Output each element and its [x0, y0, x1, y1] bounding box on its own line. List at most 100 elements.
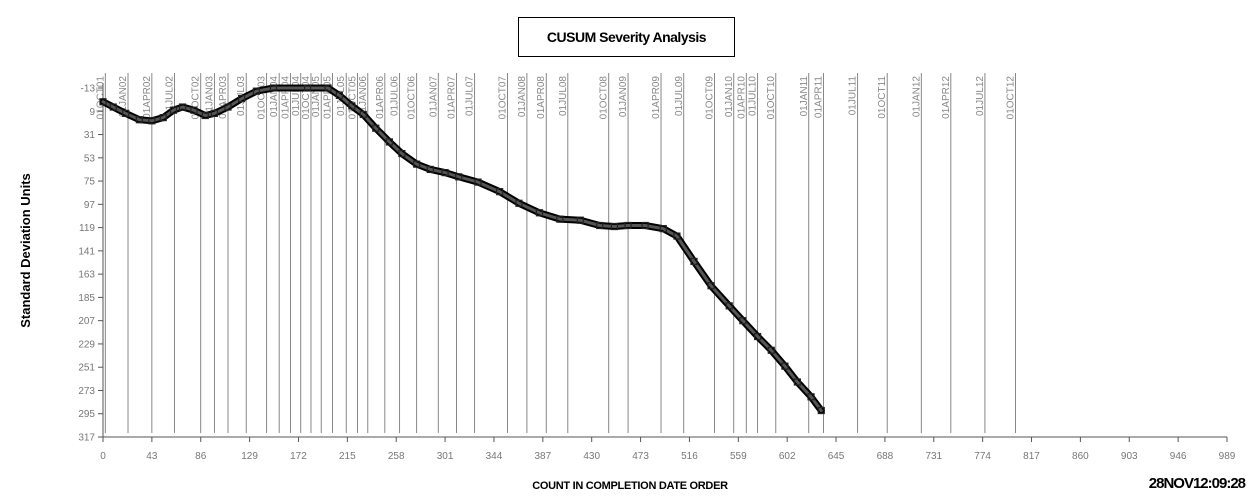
data-point	[576, 216, 584, 224]
x-tick-label: 43	[146, 451, 158, 462]
x-tick-label: 129	[241, 451, 258, 462]
x-tick-label: 344	[486, 451, 503, 462]
data-point	[641, 221, 649, 230]
reference-line-label: 01APR02	[142, 76, 153, 119]
x-tick-label: 301	[437, 451, 454, 462]
y-tick-label: 207	[78, 316, 95, 327]
reference-line-label: 01JUL02	[165, 76, 176, 116]
reference-line-label: 01JAN06	[358, 76, 369, 118]
reference-line-label: 01APR06	[375, 76, 386, 119]
data-point	[515, 199, 523, 207]
reference-line-label: 01JUL04	[291, 76, 302, 116]
data-point	[413, 160, 421, 168]
reference-line-label: 01OCT07	[498, 76, 509, 120]
data-point	[793, 378, 802, 386]
reference-line-label: 01OCT02	[191, 76, 202, 120]
y-tick-label: 53	[84, 153, 96, 164]
data-point	[335, 91, 343, 100]
reference-line-label: 01JAN11	[799, 76, 810, 117]
data-point	[673, 232, 681, 240]
y-tick-label: 163	[78, 270, 95, 281]
data-point	[359, 110, 367, 119]
data-point	[725, 302, 733, 310]
x-tick-label: 559	[730, 451, 747, 462]
data-point	[624, 221, 632, 230]
y-tick-label: 317	[78, 433, 95, 444]
reference-line-label: 01JAN03	[204, 76, 215, 118]
data-point	[707, 282, 715, 290]
reference-line-label: 01JAN09	[618, 76, 629, 118]
data-point	[159, 114, 167, 122]
data-point	[455, 173, 463, 181]
x-tick-label: 258	[388, 451, 405, 462]
reference-line-label: 01JAN04	[269, 76, 280, 118]
axes: -13 9 31 53 75 97 119 141 163 185 207 229 251 273 295 3…	[78, 83, 1236, 462]
x-tick-label: 473	[632, 451, 649, 462]
reference-line-label: 01JAN07	[428, 76, 439, 118]
reference-line-label: 01APR11	[814, 76, 825, 119]
reference-line-label: 01APR10	[736, 76, 747, 119]
reference-line-label: 01JAN08	[517, 76, 528, 118]
reference-line-label: 01OCT04	[301, 76, 312, 120]
data-series	[99, 84, 825, 415]
timestamp: 28NOV12:09:28	[1148, 475, 1246, 492]
reference-line-label: 01OCT08	[599, 76, 610, 120]
reference-line-label: 01OCT10	[766, 76, 777, 120]
x-tick-label: 688	[877, 451, 894, 462]
data-point	[385, 138, 393, 146]
chart-title: CUSUM Severity Analysis	[518, 17, 735, 57]
y-tick-label: 185	[78, 293, 95, 304]
y-tick-label: 97	[84, 200, 96, 211]
y-tick-label: 9	[89, 107, 95, 118]
data-point	[303, 84, 312, 92]
reference-line-label: 01APR08	[536, 76, 547, 119]
y-tick-label: 141	[78, 246, 95, 257]
y-tick-label: 119	[79, 223, 95, 234]
data-point	[496, 188, 504, 196]
x-tick-label: 430	[583, 451, 600, 462]
reference-line-label: 01OCT09	[704, 76, 715, 120]
data-point	[148, 117, 156, 125]
data-point	[596, 221, 604, 230]
series-line	[101, 86, 823, 413]
x-tick-label: 0	[100, 451, 106, 462]
reference-line-label: 01JAN10	[724, 76, 735, 118]
reference-line-label: 01OCT11	[877, 76, 888, 119]
x-tick-label: 860	[1072, 451, 1089, 462]
reference-line-label: 01OCT12	[1006, 76, 1017, 120]
data-point	[109, 103, 117, 111]
reference-line-label: 01APR03	[218, 76, 229, 119]
x-tick-label: 602	[779, 451, 796, 462]
data-point	[441, 169, 449, 177]
data-point	[252, 87, 261, 95]
series-line-outline	[99, 84, 825, 415]
reference-line-label: 01OCT05	[348, 76, 359, 120]
reference-line-label: 01APR04	[281, 76, 292, 119]
y-tick-label: -13	[81, 84, 96, 95]
reference-line-label: 01APR09	[651, 76, 662, 119]
x-tick-label: 774	[974, 451, 991, 462]
x-tick-label: 86	[195, 451, 207, 462]
y-tick-label: 75	[84, 177, 96, 188]
reference-line-label: 01JAN02	[118, 76, 129, 118]
reference-line-label: 01OCT06	[407, 76, 418, 120]
x-tick-label: 172	[290, 451, 307, 462]
x-axis-label: COUNT IN COMPLETION DATE ORDER	[532, 480, 728, 492]
x-tick-label: 516	[681, 451, 698, 462]
data-point	[169, 106, 178, 114]
x-tick-label: 731	[925, 451, 942, 462]
data-point	[238, 94, 246, 103]
data-point	[324, 84, 332, 92]
reference-line-label: 01JUL12	[975, 76, 986, 116]
y-tick-label: 295	[78, 409, 95, 420]
reference-line-label: 01JAN12	[911, 76, 922, 118]
data-point	[781, 362, 789, 370]
x-tick-label: 215	[339, 451, 356, 462]
x-tick-label: 989	[1219, 451, 1236, 462]
data-point	[201, 111, 209, 120]
data-point	[556, 215, 564, 223]
data-point	[178, 103, 187, 111]
reference-line-label: 01JUL07	[465, 76, 476, 116]
data-point	[474, 178, 482, 186]
